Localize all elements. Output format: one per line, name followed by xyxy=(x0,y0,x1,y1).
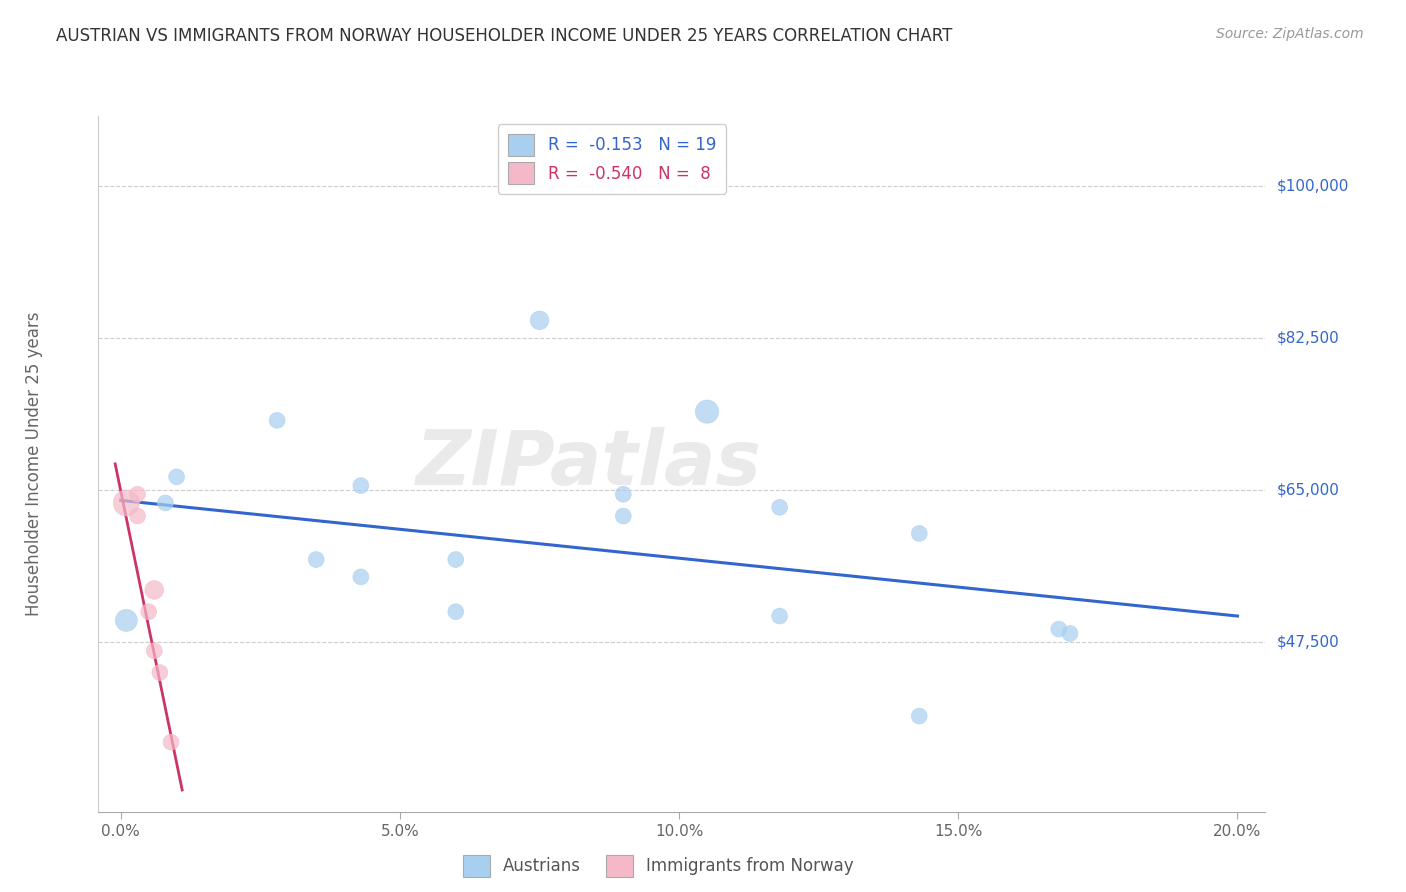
Point xyxy=(1059,626,1081,640)
Text: $65,000: $65,000 xyxy=(1277,483,1340,498)
Point xyxy=(1047,622,1070,636)
Point xyxy=(350,478,373,492)
Text: $100,000: $100,000 xyxy=(1277,178,1348,193)
Point xyxy=(444,605,467,619)
Point xyxy=(529,313,551,327)
Legend: Austrians, Immigrants from Norway: Austrians, Immigrants from Norway xyxy=(457,848,860,883)
Point xyxy=(266,413,288,427)
Point xyxy=(127,487,149,501)
Point xyxy=(115,496,138,510)
Point xyxy=(166,470,188,484)
Point xyxy=(444,552,467,566)
Point xyxy=(612,508,634,523)
Text: Householder Income Under 25 years: Householder Income Under 25 years xyxy=(25,311,44,616)
Text: AUSTRIAN VS IMMIGRANTS FROM NORWAY HOUSEHOLDER INCOME UNDER 25 YEARS CORRELATION: AUSTRIAN VS IMMIGRANTS FROM NORWAY HOUSE… xyxy=(56,27,953,45)
Point xyxy=(155,496,177,510)
Point xyxy=(696,405,718,419)
Text: ZIPatlas: ZIPatlas xyxy=(416,427,762,500)
Point xyxy=(143,644,166,658)
Point xyxy=(908,709,931,723)
Point xyxy=(305,552,328,566)
Point xyxy=(350,570,373,584)
Text: Source: ZipAtlas.com: Source: ZipAtlas.com xyxy=(1216,27,1364,41)
Point xyxy=(127,508,149,523)
Point xyxy=(768,500,790,515)
Point xyxy=(149,665,172,680)
Text: $82,500: $82,500 xyxy=(1277,330,1340,345)
Text: $47,500: $47,500 xyxy=(1277,634,1340,649)
Point xyxy=(768,609,790,624)
Point xyxy=(908,526,931,541)
Point xyxy=(115,614,138,628)
Point xyxy=(138,605,160,619)
Point xyxy=(143,582,166,597)
Point xyxy=(612,487,634,501)
Point xyxy=(160,735,183,749)
